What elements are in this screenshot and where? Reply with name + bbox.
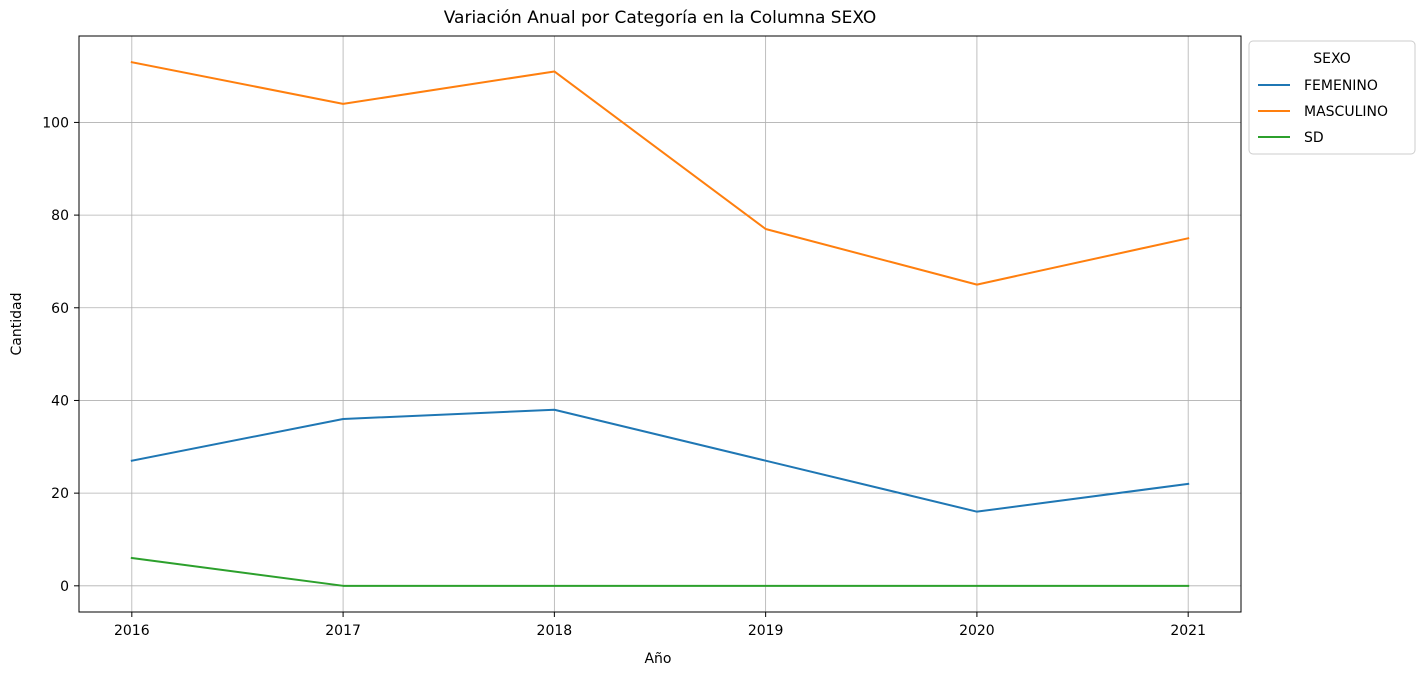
y-axis-ticks: 0 20 40 60 80 100: [42, 115, 79, 595]
legend-title: SEXO: [1313, 51, 1350, 67]
chart-title: Variación Anual por Categoría en la Colu…: [444, 8, 877, 28]
y-tick-label: 0: [60, 579, 69, 595]
y-tick-label: 100: [42, 115, 69, 131]
y-tick-label: 80: [51, 208, 69, 224]
series-line-femenino: [130, 408, 1190, 513]
series-line-masculino: [130, 61, 1190, 286]
x-tick-label: 2016: [114, 623, 150, 639]
x-tick-label: 2019: [748, 623, 784, 639]
y-axis-label: Cantidad: [9, 293, 25, 356]
legend-label-femenino: FEMENINO: [1304, 78, 1378, 94]
x-tick-label: 2020: [959, 623, 995, 639]
y-tick-label: 40: [51, 393, 69, 409]
legend-label-masculino: MASCULINO: [1304, 104, 1388, 120]
y-tick-label: 60: [51, 301, 69, 317]
legend-label-sd: SD: [1304, 130, 1324, 146]
series-lines: [130, 61, 1190, 587]
x-tick-label: 2021: [1170, 623, 1206, 639]
x-tick-label: 2017: [325, 623, 361, 639]
series-line-sd: [130, 556, 1190, 587]
grid-lines: [79, 36, 1241, 612]
plot-frame: [78, 35, 1242, 613]
y-tick-label: 20: [51, 486, 69, 502]
x-tick-label: 2018: [537, 623, 573, 639]
x-axis-label: Año: [644, 651, 671, 667]
x-axis-ticks: 2016 2017 2018 2019 2020 2021: [114, 612, 1206, 639]
legend-box: [1248, 40, 1416, 155]
legend: SEXO FEMENINO MASCULINO SD: [1248, 40, 1416, 155]
